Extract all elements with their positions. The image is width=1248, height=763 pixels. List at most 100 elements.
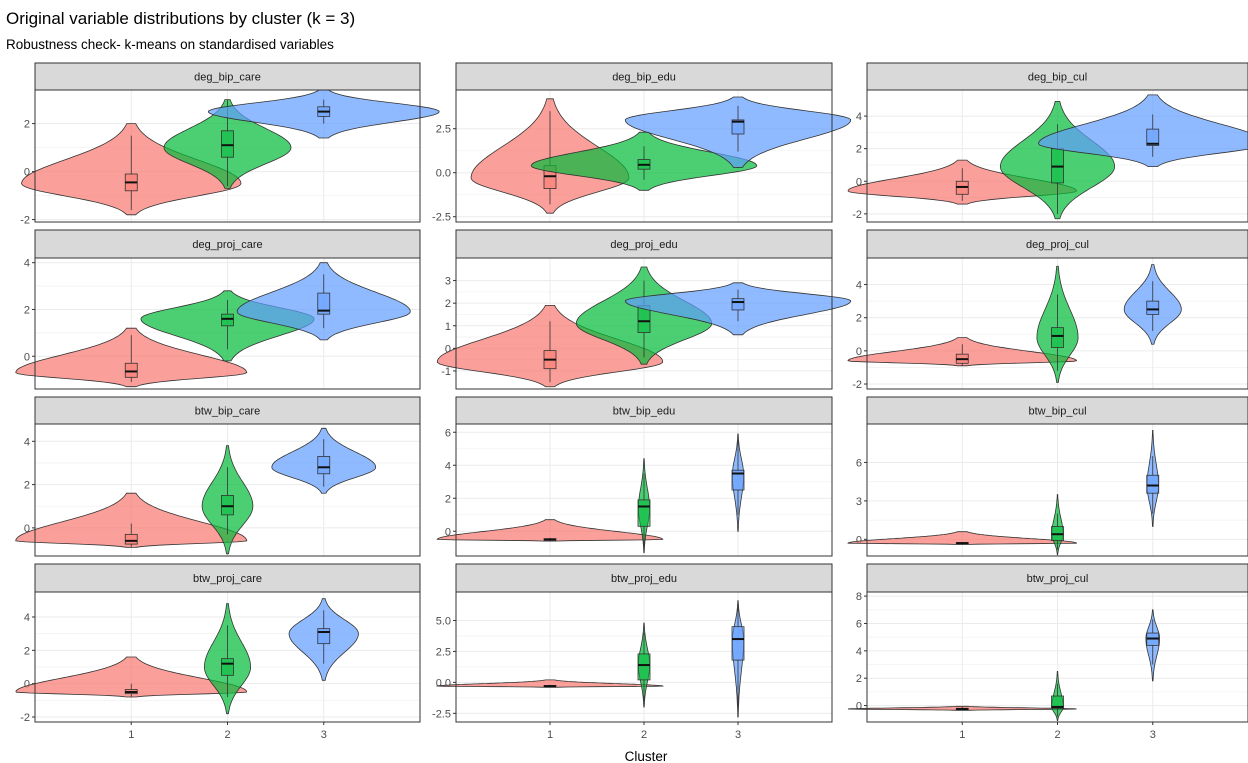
box-cluster-3 (317, 456, 331, 475)
facet-strip-label: deg_bip_edu (612, 72, 676, 84)
box-cluster-3 (317, 628, 331, 645)
chart-subtitle: Robustness check- k-means on standardise… (6, 37, 334, 52)
y-tick-label: 4 (24, 436, 30, 448)
facet-panel-btw_bip_edu: btw_bip_edu 0 2 4 6 (436, 396, 833, 557)
y-tick-label: 2 (24, 480, 30, 492)
y-tick-label: 8 (856, 591, 862, 603)
y-tick-label: 0 (24, 523, 30, 535)
y-tick-label: 0 (445, 343, 451, 355)
y-tick-label: 0 (445, 526, 451, 538)
y-tick-label: 4 (24, 612, 30, 624)
panel-border (866, 89, 1248, 223)
x-tick-label: 2 (224, 729, 230, 741)
facet-strip-label: deg_proj_care (192, 239, 262, 251)
y-tick-label: 6 (856, 618, 862, 630)
chart-title: Original variable distributions by clust… (6, 9, 356, 28)
facet-strip-label: btw_bip_edu (613, 406, 675, 418)
facet-strip-label: btw_proj_care (193, 573, 262, 585)
facet-strip-label: btw_proj_cul (1027, 573, 1089, 585)
facet-strip (455, 563, 833, 593)
facet-panel-deg_proj_edu: deg_proj_edu -1 0 1 2 3 (436, 229, 852, 390)
x-tick-label: 1 (547, 729, 553, 741)
panel-border (34, 89, 421, 223)
y-tick-label: 2 (445, 493, 451, 505)
violin-cluster-1 (436, 519, 664, 542)
box-cluster-3 (731, 298, 745, 311)
y-tick-label: 5.0 (436, 615, 451, 627)
y-tick-label: -2 (852, 379, 862, 391)
y-tick-label: 4 (24, 258, 30, 270)
x-tick-label: 2 (1054, 729, 1060, 741)
facet-panel-deg_proj_cul: deg_proj_cul -2 0 2 4 (847, 229, 1248, 391)
facet-strip-label: btw_proj_edu (611, 573, 677, 585)
y-tick-label: 4 (856, 280, 862, 292)
facet-panel-btw_proj_cul: btw_proj_cul 0 2 4 6 8 1 2 3 (847, 563, 1248, 741)
facet-strip (455, 396, 833, 425)
box-cluster-3 (317, 292, 331, 315)
y-tick-label: -2.5 (432, 708, 451, 720)
facet-strip (866, 62, 1248, 91)
box-cluster-2 (1051, 695, 1064, 709)
violin-cluster-3 (1038, 94, 1248, 168)
facet-strip-label: btw_bip_care (195, 406, 260, 418)
y-tick-label: 2 (856, 673, 862, 685)
box-cluster-2 (221, 313, 234, 327)
facet-panel-btw_proj_care: btw_proj_care -2 0 2 4 1 2 3 (15, 563, 421, 741)
y-tick-label: 0 (24, 679, 30, 691)
y-tick-label: 2.5 (436, 646, 451, 658)
y-tick-label: 1 (445, 321, 451, 333)
box-cluster-3 (731, 626, 745, 661)
y-tick-label: 0 (856, 176, 862, 188)
y-tick-label: 3 (856, 496, 862, 508)
panel-border (34, 257, 421, 390)
box-cluster-3 (731, 469, 745, 491)
box-cluster-3 (731, 119, 745, 135)
box-cluster-2 (1051, 327, 1064, 348)
y-tick-label: -2 (20, 712, 30, 724)
y-tick-label: 2 (24, 304, 30, 316)
facet-panel-btw_proj_edu: btw_proj_edu -2.5 0.0 2.5 5.0 1 2 3 (432, 563, 833, 741)
box-cluster-2 (221, 658, 234, 676)
box-cluster-2 (637, 653, 651, 681)
facet-strip (455, 62, 833, 91)
panel-border (455, 89, 833, 223)
box-cluster-2 (221, 495, 234, 516)
x-tick-label: 3 (1150, 729, 1156, 741)
box-cluster-1 (124, 533, 138, 545)
facet-strip (34, 229, 421, 259)
box-cluster-1 (124, 362, 138, 378)
x-tick-label: 3 (321, 729, 327, 741)
x-tick-label: 1 (959, 729, 965, 741)
box-cluster-3 (1146, 128, 1160, 146)
facet-panel-deg_bip_cul: deg_bip_cul -2 0 2 4 (847, 62, 1248, 223)
y-tick-label: 0.0 (436, 677, 451, 689)
y-tick-label: 0 (856, 346, 862, 358)
y-tick-label: 2 (24, 119, 30, 131)
y-tick-label: 6 (445, 427, 451, 439)
facet-strip-label: deg_proj_cul (1026, 239, 1089, 251)
facet-panel-deg_proj_care: deg_proj_care 0 2 4 (15, 229, 421, 390)
y-tick-label: 2 (445, 298, 451, 310)
box-cluster-3 (1146, 474, 1160, 494)
y-tick-label: -2 (20, 215, 30, 227)
y-tick-label: 2 (856, 313, 862, 325)
y-tick-label: 0 (24, 351, 30, 363)
y-tick-label: 0.0 (436, 168, 451, 180)
y-tick-label: 4 (856, 646, 862, 658)
panel-border (34, 423, 421, 557)
facet-strip (866, 229, 1248, 259)
y-tick-label: 2 (24, 645, 30, 657)
panel-border (455, 257, 833, 390)
facet-strip (866, 563, 1248, 593)
panel-border (455, 423, 833, 557)
facet-panel-deg_bip_edu: deg_bip_edu -2.5 0.0 2.5 (432, 62, 852, 224)
panel-border (866, 257, 1248, 390)
violin-cluster-1 (435, 679, 665, 688)
facet-strip-label: deg_bip_care (194, 72, 261, 84)
y-tick-label: 4 (856, 111, 862, 123)
facet-strip-label: btw_bip_cul (1028, 406, 1086, 418)
panel-border (866, 423, 1248, 557)
x-tick-label: 3 (735, 729, 741, 741)
facet-strip-label: deg_proj_edu (610, 239, 677, 251)
